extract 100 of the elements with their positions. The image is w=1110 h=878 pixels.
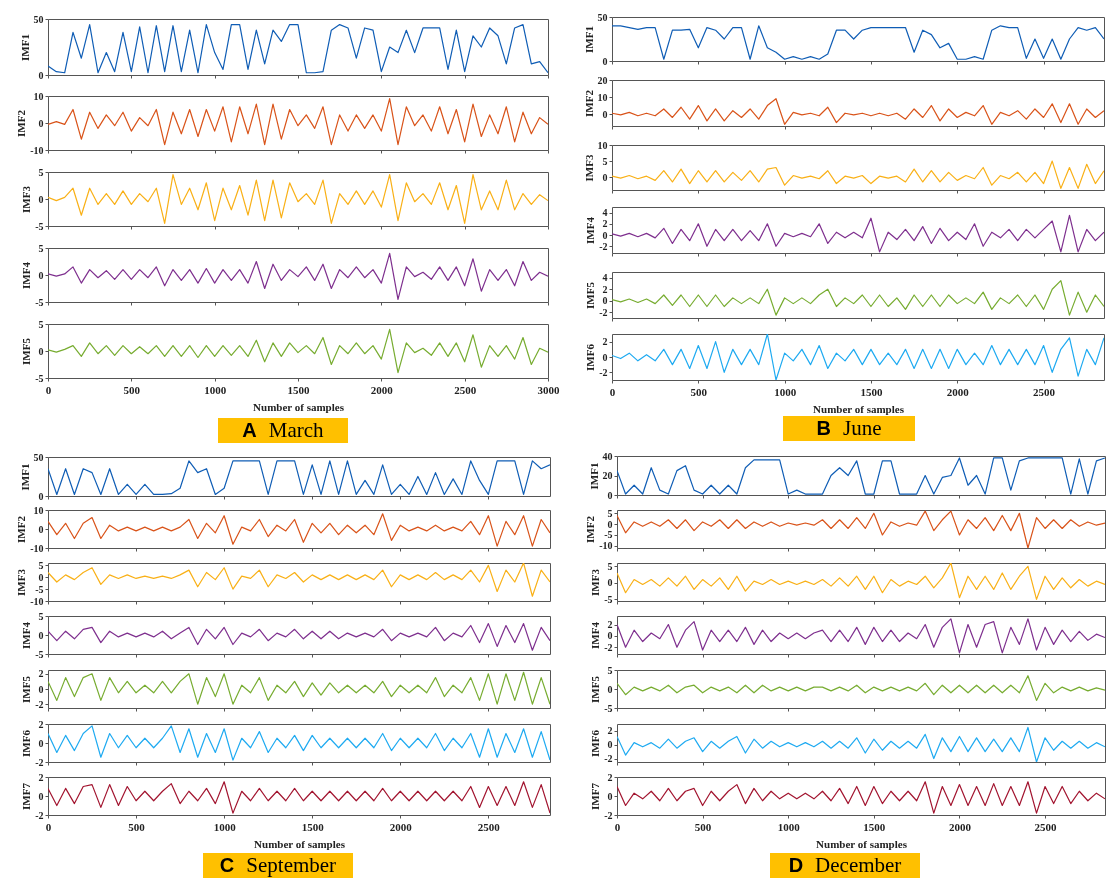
y-tick-label: 50	[597, 11, 608, 23]
line-series	[617, 510, 1105, 548]
line-series	[48, 174, 548, 224]
line-series	[48, 24, 548, 74]
text: C	[219, 854, 235, 877]
line-series	[612, 25, 1104, 60]
x-tick-label: 2500	[477, 820, 501, 833]
y-tick-label: 2	[38, 718, 44, 730]
x-tick-label: 1000	[774, 385, 797, 398]
y-tick-label: 5	[38, 166, 44, 178]
y-axis-title: IMF6	[584, 343, 597, 371]
y-tick-label: -2	[599, 240, 608, 252]
x-axis-title: Number of samples	[254, 837, 346, 850]
line-series	[612, 334, 1104, 380]
y-tick-label: 0	[607, 518, 613, 530]
y-axis-title: IMF4	[20, 621, 33, 649]
x-axis-title: Number of samples	[813, 402, 905, 415]
y-axis-title: IMF7	[20, 782, 33, 810]
x-tick-label: 3000	[537, 383, 560, 396]
x-tick-label: 2000	[389, 820, 413, 833]
y-tick-label: 0	[38, 571, 44, 583]
line-series	[617, 457, 1105, 495]
line-series	[48, 781, 550, 814]
x-tick-label: 1000	[204, 383, 227, 396]
y-tick-label: -2	[35, 756, 44, 768]
y-axis-title: IMF4	[20, 261, 33, 289]
y-axis-title: IMF3	[582, 154, 595, 182]
y-axis-title: IMF1	[587, 462, 600, 490]
y-tick-label: -5	[35, 372, 44, 384]
text: September	[246, 853, 337, 878]
y-axis-title: IMF5	[584, 281, 597, 309]
line-series	[48, 460, 550, 496]
y-axis-title: IMF7	[589, 782, 602, 810]
x-tick-label: 2500	[1034, 820, 1058, 833]
y-tick-label: -10	[30, 595, 44, 607]
y-tick-label: -5	[35, 648, 44, 660]
y-tick-label: 5	[38, 318, 44, 330]
y-tick-label: 2	[602, 218, 608, 230]
y-tick-label: -5	[35, 220, 44, 232]
y-axis-title: IMF5	[589, 675, 602, 703]
x-axis-title: Number of samples	[816, 837, 908, 850]
y-tick-label: 0	[38, 629, 44, 641]
x-tick-label: 500	[694, 820, 712, 833]
y-tick-label: 2	[602, 283, 608, 295]
y-tick-label: 10	[33, 90, 44, 102]
y-tick-label: 50	[33, 13, 44, 25]
y-tick-label: 0	[602, 351, 608, 363]
y-tick-label: 4	[602, 272, 608, 284]
y-axis-title: IMF2	[584, 515, 597, 543]
y-tick-label: 40	[602, 450, 613, 462]
y-tick-label: 0	[607, 577, 613, 589]
x-tick-label: 1000	[777, 820, 801, 833]
x-tick-label: 500	[128, 820, 146, 833]
x-tick-label: 500	[123, 383, 141, 396]
x-tick-label: 1000	[213, 820, 237, 833]
line-series	[617, 675, 1105, 701]
x-tick-label: 2000	[948, 820, 972, 833]
y-axis-title: IMF1	[18, 463, 31, 491]
y-tick-label: 5	[602, 155, 608, 167]
y-tick-label: 0	[38, 737, 44, 749]
text: B	[816, 417, 831, 440]
y-tick-label: 0	[38, 69, 44, 81]
y-tick-label: 10	[597, 139, 608, 151]
y-tick-label: 5	[38, 610, 44, 622]
text: December	[815, 853, 902, 878]
y-tick-label: 10	[597, 91, 608, 103]
x-tick-label: 1500	[863, 820, 886, 833]
line-series	[617, 781, 1105, 814]
y-tick-label: 5	[607, 507, 613, 519]
y-tick-label: -5	[35, 296, 44, 308]
line-series	[612, 98, 1104, 125]
y-tick-label: -2	[35, 698, 44, 710]
y-axis-title: IMF3	[20, 185, 33, 213]
y-tick-label: 5	[38, 559, 44, 571]
x-tick-label: 2500	[454, 383, 477, 396]
y-axis-title: IMF3	[15, 568, 28, 596]
y-tick-label: -10	[30, 144, 44, 156]
y-tick-label: 0	[607, 739, 613, 751]
x-tick-label: 2000	[370, 383, 394, 396]
y-tick-label: 2	[607, 725, 613, 737]
y-tick-label: 2	[602, 336, 608, 348]
y-axis-title: IMF2	[15, 515, 28, 543]
y-axis-title: IMF1	[18, 34, 31, 61]
y-tick-label: -2	[599, 306, 608, 318]
y-tick-label: 0	[607, 790, 613, 802]
y-tick-label: -10	[30, 542, 44, 554]
y-tick-label: 0	[38, 490, 44, 502]
y-tick-label: -2	[604, 641, 613, 653]
line-series	[617, 726, 1105, 762]
line-series	[612, 280, 1104, 316]
y-tick-label: 0	[602, 55, 608, 67]
y-tick-label: 0	[38, 269, 44, 281]
y-tick-label: 0	[602, 229, 608, 241]
line-series	[612, 214, 1104, 253]
line-series	[48, 252, 548, 300]
y-tick-label: -2	[599, 366, 608, 378]
y-tick-label: 50	[33, 451, 44, 463]
y-tick-label: 0	[602, 295, 608, 307]
line-series	[48, 513, 550, 547]
y-tick-label: 0	[38, 790, 44, 802]
